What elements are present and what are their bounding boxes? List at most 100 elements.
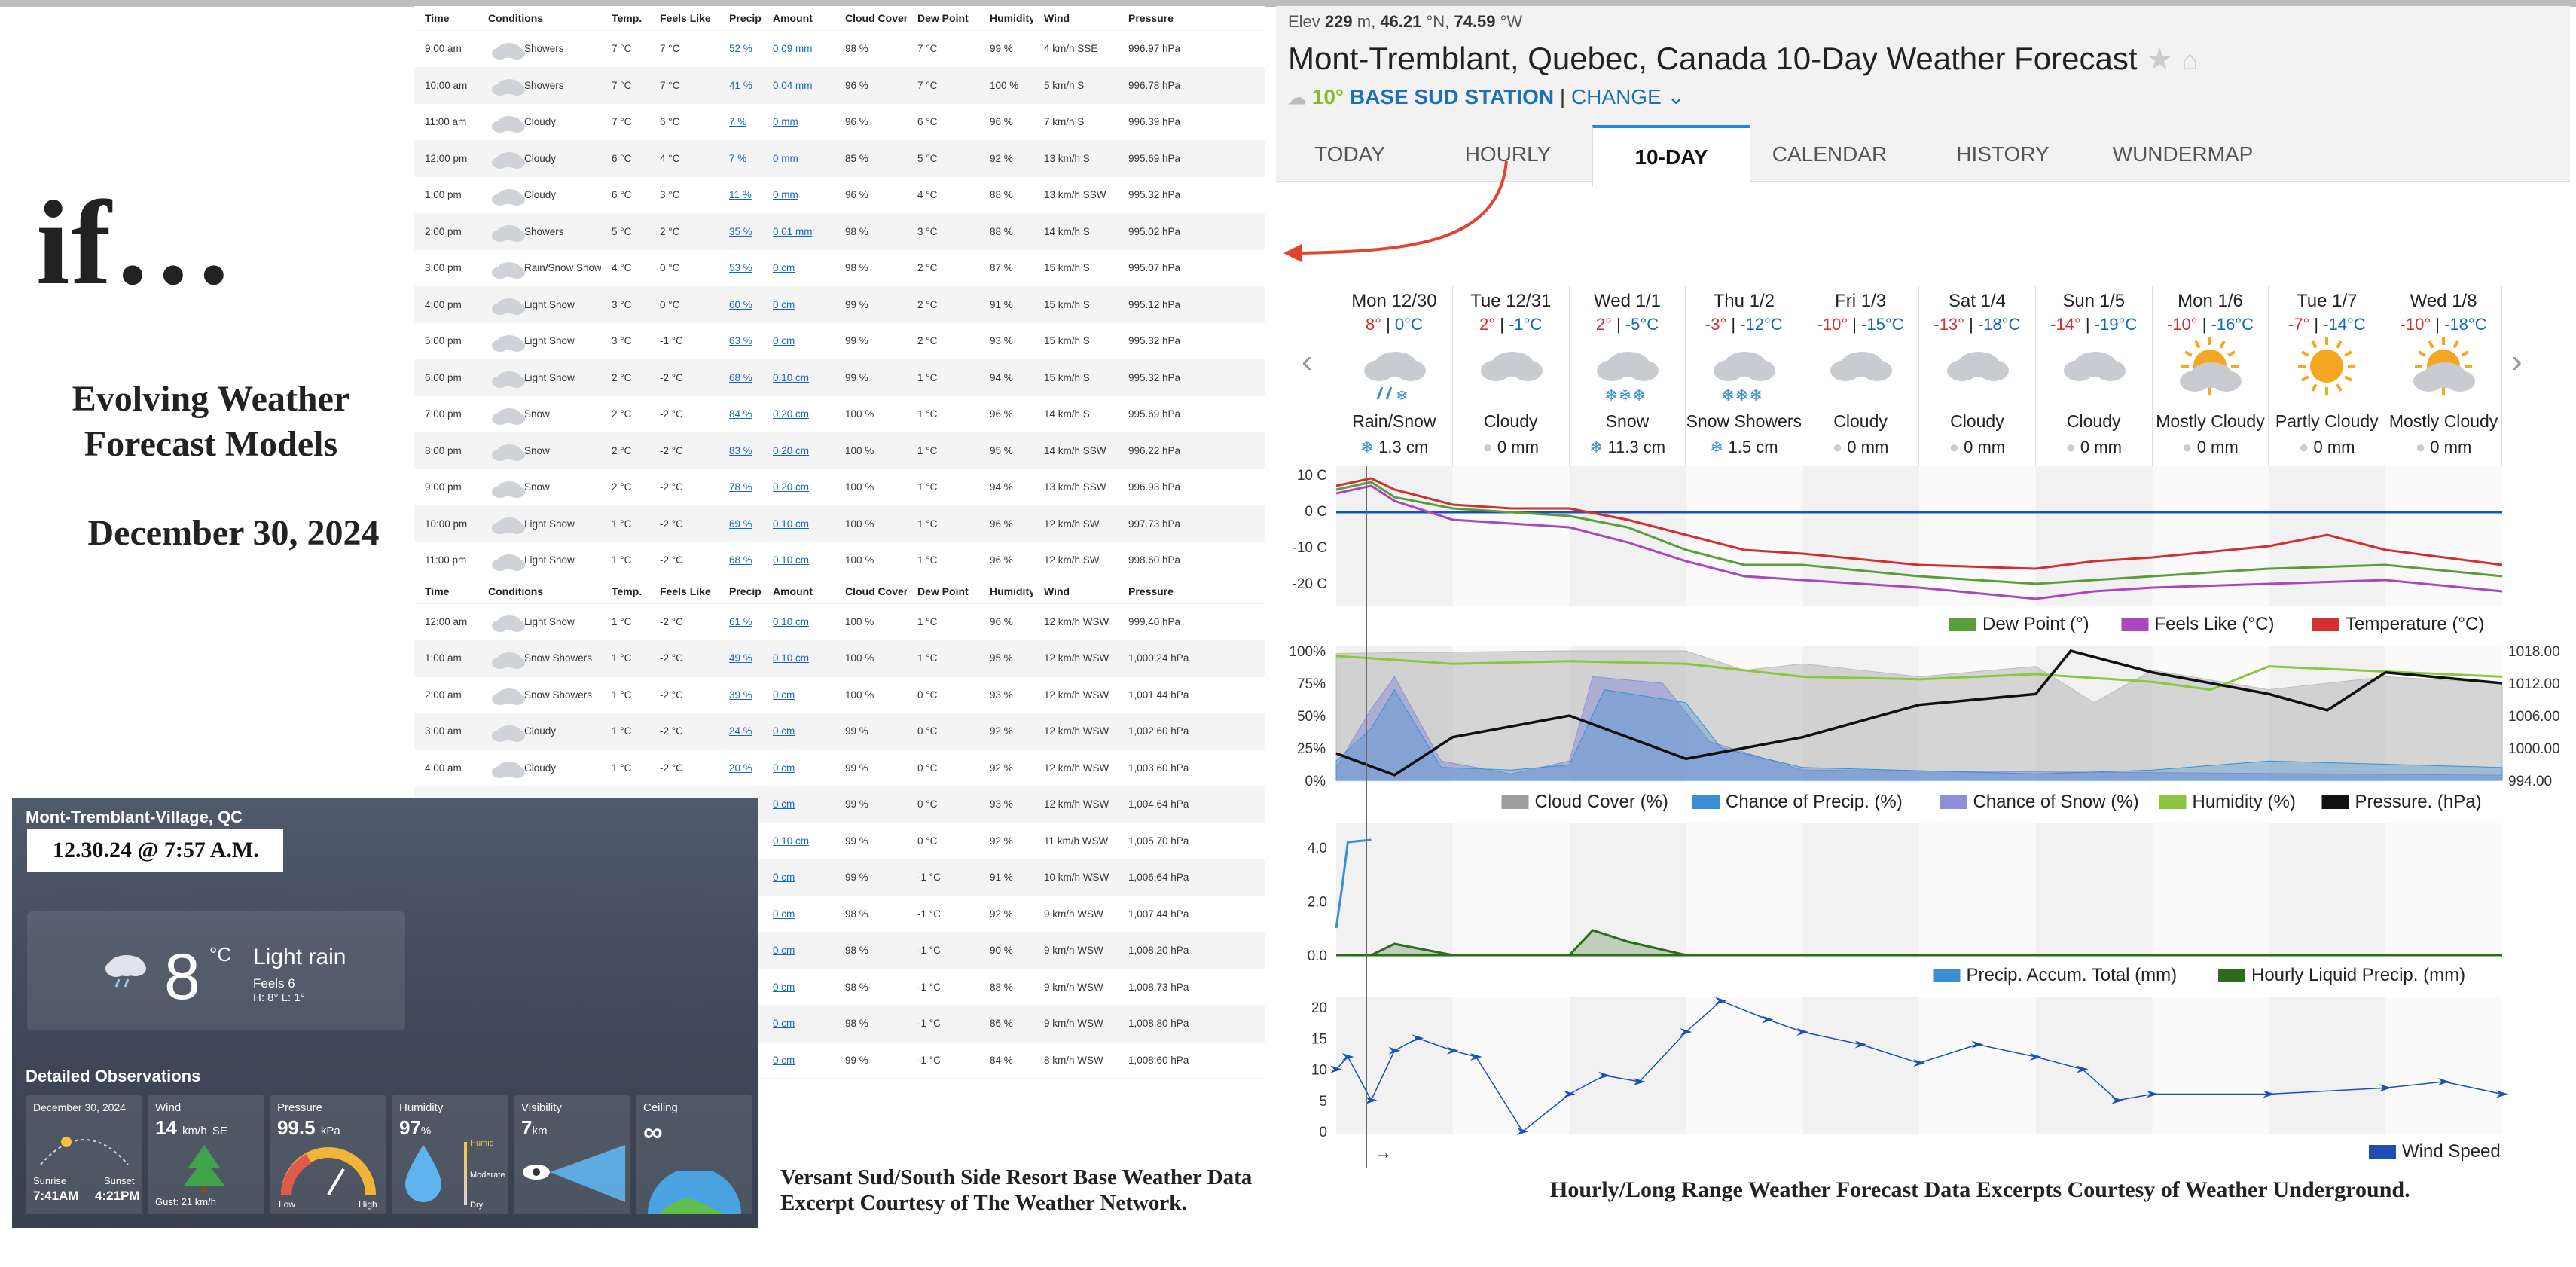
conditions-cell: ❄❄Snow [478, 477, 601, 498]
tick-label: 5 [1319, 1094, 1327, 1110]
precip-link[interactable]: 53 % [729, 262, 752, 274]
conditions-cell: Cloudy [478, 757, 601, 779]
precip-link[interactable]: 68 % [729, 371, 752, 383]
day-card[interactable]: Tue 1/7 -7° | -14°C Partly Cloudy ● 0 mm [2269, 286, 2386, 467]
day-label: Tue 1/7 [2297, 291, 2358, 311]
day-card[interactable]: Sat 1/4 -13° | -18°C Cloudy ● 0 mm [1919, 286, 2036, 467]
humidity-cell: 94 % [990, 371, 1013, 383]
wind-arrow-marker [1598, 1071, 1611, 1079]
precip-link[interactable]: 84 % [729, 408, 752, 420]
svg-text:❄❄❄: ❄❄❄ [1604, 386, 1646, 405]
precip-link[interactable]: 49 % [729, 652, 752, 664]
amount-link[interactable]: 0 cm [773, 945, 795, 957]
amount-link[interactable]: 0.04 mm [773, 79, 813, 91]
amount-link[interactable]: 0.09 mm [773, 43, 813, 55]
tab-today[interactable]: TODAY [1314, 142, 1385, 166]
amount-link[interactable]: 0 cm [773, 335, 795, 347]
amount-link[interactable]: 0.10 cm [773, 652, 810, 664]
amount-link[interactable]: 0.20 cm [773, 408, 810, 420]
tab-history[interactable]: HISTORY [1956, 142, 2050, 166]
day-card[interactable]: Wed 1/8 -10° | -18°C Mostly Cloudy ● 0 m… [2385, 286, 2502, 467]
precip-link[interactable]: 35 % [729, 225, 752, 237]
home-icon[interactable]: ⌂ [2181, 44, 2199, 75]
day-card[interactable]: Wed 1/1 2° | -5°C ❄❄❄ Snow ❄ 11.3 cm [1570, 286, 1686, 467]
tab-hourly[interactable]: HOURLY [1464, 142, 1552, 166]
amount-link[interactable]: 0.10 cm [773, 554, 810, 566]
precip-link[interactable]: 41 % [729, 79, 752, 91]
amount-link[interactable]: 0 mm [773, 152, 798, 164]
column-header: Dew Point [917, 12, 969, 24]
prev-arrow-icon[interactable]: ‹ [1302, 343, 1313, 380]
amount-link[interactable]: 0.01 mm [773, 225, 813, 237]
precip-link[interactable]: 63 % [729, 335, 752, 347]
precip-link[interactable]: 24 % [729, 725, 752, 737]
cloud-cell: 100 % [845, 554, 874, 566]
time-cell: 9:00 pm [425, 481, 462, 493]
day-temps: -10° | -15°C [1817, 315, 1904, 334]
amount-link[interactable]: 0.10 cm [773, 517, 810, 530]
amount-link[interactable]: 0.10 cm [773, 835, 810, 847]
humidity-card: Humidity 97% Humid Moderate Dry [392, 1095, 508, 1214]
precip-link[interactable]: 61 % [729, 615, 752, 627]
station-name[interactable]: BASE SUD STATION [1349, 85, 1555, 108]
amount-link[interactable]: 0 mm [773, 189, 798, 201]
day-card[interactable]: Tue 12/31 2° | -1°C Cloudy ● 0 mm [1453, 286, 1570, 467]
amount-link[interactable]: 0 mm [773, 116, 798, 128]
tab-10-day[interactable]: 10-DAY [1592, 125, 1750, 187]
amount-link[interactable]: 0 cm [773, 298, 795, 310]
precip-link[interactable]: 60 % [729, 298, 752, 310]
legend-swatch [2121, 618, 2149, 631]
day-card[interactable]: Mon 12/30 8° | 0°C ❄ Rain/Snow ❄ 1.3 cm [1336, 286, 1453, 467]
tick-label: 15 [1311, 1031, 1327, 1047]
tab-calendar[interactable]: CALENDAR [1772, 142, 1888, 166]
observations-title: Detailed Observations [26, 1067, 201, 1085]
amount-link[interactable]: 0 cm [773, 688, 795, 701]
day-condition: Snow Showers [1686, 411, 1802, 431]
column-header: Pressure [1128, 585, 1174, 597]
table-row: 4:00 pm ❄❄Light Snow 3 °C 0 °C 60 % 0 cm 99 % 2… [414, 286, 1265, 323]
precip-link[interactable]: 39 % [729, 688, 752, 701]
amount-link[interactable]: 0 cm [773, 262, 795, 274]
precip-link[interactable]: 20 % [729, 762, 752, 774]
precip-link[interactable]: 7 % [729, 152, 747, 164]
wind-cell: 9 km/h WSW [1044, 1018, 1103, 1030]
humidity-cell: 96 % [990, 116, 1013, 128]
star-icon[interactable]: ★ [2146, 43, 2174, 76]
amount-link[interactable]: 0 cm [773, 981, 795, 993]
humidity-value-line: 97% [399, 1116, 431, 1140]
day-card[interactable]: Mon 1/6 -10° | -16°C Mostly Cloudy ● 0 m… [2153, 286, 2269, 467]
amount-link[interactable]: 0 cm [773, 798, 795, 811]
day-temps: -14° | -19°C [2050, 315, 2138, 334]
day-card[interactable]: Sun 1/5 -14° | -19°C Cloudy ● 0 mm [2036, 286, 2153, 467]
amount-link[interactable]: 0 cm [773, 1018, 795, 1030]
precip-link[interactable]: 69 % [729, 517, 752, 530]
precip-link[interactable]: 83 % [729, 444, 752, 456]
precip-link[interactable]: 78 % [729, 481, 752, 493]
precip-link[interactable]: 68 % [729, 554, 752, 566]
precip-link[interactable]: 52 % [729, 43, 752, 55]
amount-link[interactable]: 0.20 cm [773, 481, 810, 493]
amount-link[interactable]: 0 cm [773, 762, 795, 774]
visibility-value: 7 [521, 1116, 533, 1139]
amount-link[interactable]: 0.20 cm [773, 444, 810, 456]
next-arrow-icon[interactable]: › [2511, 343, 2523, 380]
humidity-cell: 95 % [990, 444, 1013, 456]
day-card[interactable]: Thu 1/2 -3° | -12°C ❄❄❄ Snow Showers ❄ 1… [1686, 286, 1803, 467]
amount-link[interactable]: 0 cm [773, 1054, 795, 1066]
cloud-cell: 99 % [845, 798, 868, 811]
precip-link[interactable]: 11 % [729, 189, 752, 201]
change-station-button[interactable]: CHANGE ⌄ [1571, 85, 1685, 108]
precip-link[interactable]: 7 % [729, 116, 747, 128]
amount-link[interactable]: 0 cm [773, 908, 795, 920]
amount-link[interactable]: 0.10 cm [773, 615, 810, 627]
humidity-cell: 86 % [990, 1018, 1013, 1030]
amount-link[interactable]: 0.10 cm [773, 371, 810, 383]
temp-cell: 2 °C [612, 371, 632, 383]
amount-link[interactable]: 0 cm [773, 725, 795, 737]
amount-link[interactable]: 0 cm [773, 872, 795, 884]
dew-cell: 1 °C [917, 615, 938, 627]
pressure-cell: 995.07 hPa [1128, 262, 1181, 274]
day-card[interactable]: Fri 1/3 -10° | -15°C Cloudy ● 0 mm [1802, 286, 1919, 467]
humidity-cell: 100 % [990, 79, 1019, 91]
tab-wundermap[interactable]: WUNDERMAP [2112, 142, 2254, 166]
